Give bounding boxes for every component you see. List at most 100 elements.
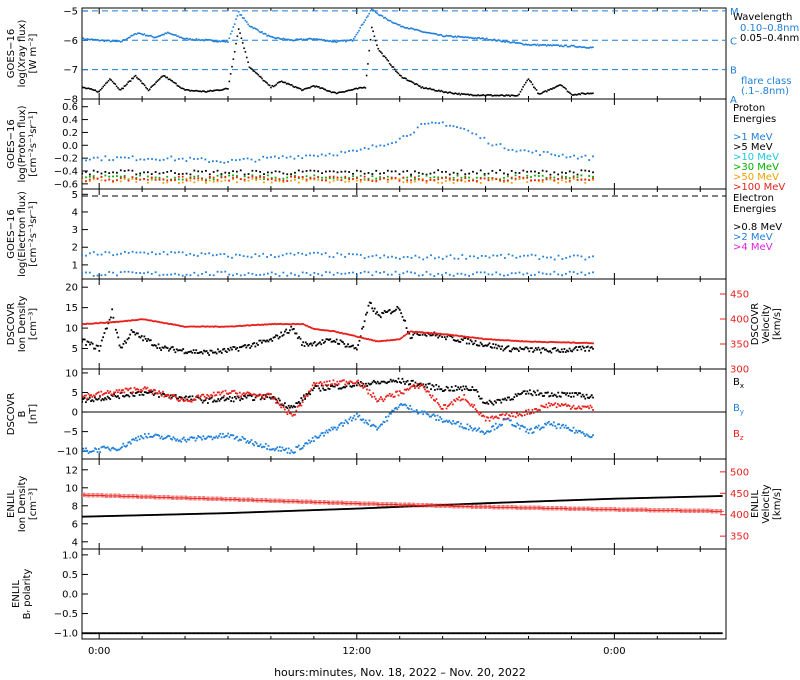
data-point: [376, 400, 378, 403]
data-point: [402, 26, 405, 28]
data-point: [278, 404, 281, 407]
data-point: +: [574, 505, 580, 513]
data-point: [211, 512, 214, 515]
data-point: [218, 40, 220, 42]
data-point: [283, 330, 286, 333]
data-point: [182, 436, 185, 439]
data-point: [140, 318, 142, 321]
data-point: [236, 181, 238, 184]
data-point: [577, 499, 580, 501]
data-point: [585, 47, 588, 49]
data-point: [517, 414, 520, 417]
data-point: [104, 174, 107, 177]
data-point: [144, 514, 147, 517]
series-3: [82, 177, 594, 184]
data-point: [383, 172, 385, 174]
data-point: [240, 325, 242, 327]
data-point: [193, 90, 195, 92]
data-point: [270, 178, 273, 181]
data-point: [269, 510, 272, 513]
data-point: [719, 495, 722, 497]
data-point: [331, 384, 334, 387]
data-point: [195, 349, 198, 352]
data-point: [328, 175, 331, 178]
data-point: [402, 176, 405, 179]
data-point: [129, 387, 132, 390]
data-point: [366, 507, 369, 510]
data-point: [371, 395, 373, 398]
data-point: [437, 176, 440, 179]
data-point: [512, 398, 514, 401]
data-point: [166, 322, 168, 325]
data-point: [176, 398, 179, 401]
data-point: [201, 39, 204, 41]
data-point: [456, 398, 459, 401]
data-point: [315, 85, 318, 87]
data-point: [199, 351, 202, 354]
data-point: [131, 155, 134, 158]
data-point: [484, 432, 487, 434]
data-point: [470, 427, 473, 429]
data-point: [218, 391, 220, 394]
data-point: [256, 511, 259, 513]
data-point: +: [255, 496, 261, 504]
data-point: [427, 413, 430, 416]
data-point: [368, 389, 371, 392]
data-point: [510, 419, 512, 422]
data-point: [190, 400, 193, 403]
data-point: [97, 515, 100, 518]
data-point: [259, 511, 262, 513]
data-point: [316, 343, 319, 346]
data-point: [306, 87, 308, 90]
data-point: [134, 74, 137, 77]
data-point: [274, 178, 277, 181]
data-point: [282, 271, 285, 274]
data-point: [102, 398, 105, 401]
data-point: [341, 508, 344, 510]
data-point: [99, 394, 101, 397]
data-point: [583, 92, 585, 95]
data-point: [112, 321, 114, 323]
data-point: [381, 311, 384, 314]
data-point: [198, 325, 201, 328]
data-point: [565, 175, 567, 178]
data-point: [313, 440, 315, 443]
data-point: [446, 405, 449, 408]
data-point: [146, 436, 149, 439]
data-point: +: [595, 505, 601, 513]
data-point: [316, 328, 319, 331]
data-point: [141, 390, 144, 392]
data-point: [432, 333, 434, 336]
data-point: [375, 11, 377, 14]
data-point: [592, 434, 594, 437]
data-point: [198, 512, 201, 515]
data-point: [475, 344, 478, 346]
data-point: +: [179, 494, 185, 502]
data-point: [391, 255, 393, 258]
data-point: [264, 442, 267, 445]
data-point: [544, 90, 547, 92]
data-point: +: [369, 500, 375, 508]
data-point: [298, 323, 301, 326]
data-point: [296, 446, 299, 448]
data-point: [224, 350, 227, 353]
data-point: [283, 402, 286, 405]
data-point: [334, 41, 337, 43]
data-point: [345, 420, 348, 423]
data-point: [291, 509, 294, 512]
data-point: [440, 333, 443, 336]
data-point: [328, 40, 330, 43]
data-point: [379, 178, 381, 181]
data-point: [170, 273, 173, 276]
data-point: [558, 155, 560, 158]
data-point: [497, 94, 500, 97]
data-point: [500, 501, 503, 504]
data-point: [451, 403, 454, 406]
data-point: [183, 513, 186, 516]
data-point: [513, 501, 515, 504]
data-point: [165, 32, 168, 35]
data-point: [576, 342, 579, 344]
data-point: [536, 500, 539, 503]
data-point: [373, 307, 376, 310]
data-point: [275, 37, 277, 40]
